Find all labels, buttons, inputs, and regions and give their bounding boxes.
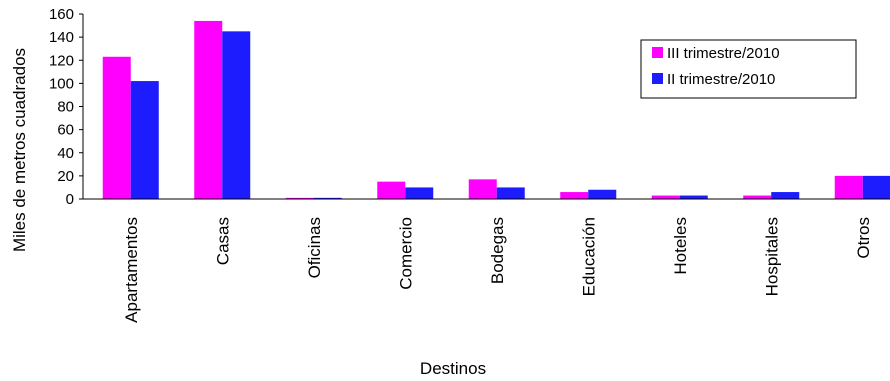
- bar-iii-trimestre-oficinas: [285, 197, 314, 199]
- bar-ii-trimestre-casas: [222, 31, 251, 199]
- bars: [102, 20, 890, 199]
- x-category-label: Otros: [854, 217, 873, 259]
- y-tick-label: 140: [49, 29, 74, 46]
- x-category-label: Hospitales: [762, 217, 781, 296]
- bar-ii-trimestre-apartamentos: [130, 81, 159, 199]
- y-tick-label: 120: [49, 52, 74, 69]
- bar-iii-trimestre-otros: [834, 175, 863, 199]
- x-category-label: Comercio: [396, 217, 415, 290]
- bar-ii-trimestre-otros: [862, 175, 890, 199]
- y-tick-label: 20: [57, 168, 74, 185]
- bar-ii-trimestre-oficinas: [313, 197, 342, 199]
- bar-ii-trimestre-educación: [588, 189, 617, 199]
- bar-iii-trimestre-hospitales: [743, 195, 772, 199]
- category-labels: Apartamentos Casas Oficinas Comercio Bodegas…: [122, 217, 873, 323]
- bar-iii-trimestre-hoteles: [651, 195, 680, 199]
- x-category-label: Hoteles: [671, 217, 690, 275]
- bar-ii-trimestre-hoteles: [679, 195, 708, 199]
- y-axis-ticks: 0 20 40 60 80 100 120 140 160: [49, 6, 83, 208]
- x-category-label: Bodegas: [488, 217, 507, 284]
- bar-ii-trimestre-bodegas: [496, 187, 525, 199]
- legend-swatch-iii-trimestre: [652, 47, 663, 58]
- bar-iii-trimestre-apartamentos: [102, 56, 131, 199]
- y-axis-title: Miles de metros cuadrados: [10, 48, 29, 252]
- legend: III trimestre/2010 II trimestre/2010: [640, 39, 857, 99]
- legend-label-iii-trimestre: III trimestre/2010: [667, 45, 780, 62]
- y-tick-label: 80: [57, 99, 74, 116]
- bar-iii-trimestre-educación: [560, 192, 589, 199]
- y-tick-label: 40: [57, 145, 74, 162]
- x-category-label: Oficinas: [305, 217, 324, 278]
- y-tick-label: 100: [49, 75, 74, 92]
- bar-ii-trimestre-hospitales: [771, 192, 800, 199]
- y-tick-label: 160: [49, 6, 74, 23]
- x-category-label: Educación: [579, 217, 598, 296]
- x-category-label: Casas: [213, 217, 232, 265]
- y-tick-label: 60: [57, 122, 74, 139]
- bar-ii-trimestre-comercio: [405, 187, 434, 199]
- bar-iii-trimestre-casas: [194, 20, 223, 199]
- legend-swatch-ii-trimestre: [652, 73, 663, 84]
- bar-iii-trimestre-bodegas: [468, 179, 497, 199]
- x-category-label: Apartamentos: [122, 217, 141, 323]
- x-axis-title: Destinos: [420, 359, 486, 378]
- y-tick-label: 0: [66, 191, 74, 208]
- legend-box: [640, 39, 857, 99]
- legend-label-ii-trimestre: II trimestre/2010: [667, 71, 775, 88]
- bar-iii-trimestre-comercio: [377, 181, 406, 199]
